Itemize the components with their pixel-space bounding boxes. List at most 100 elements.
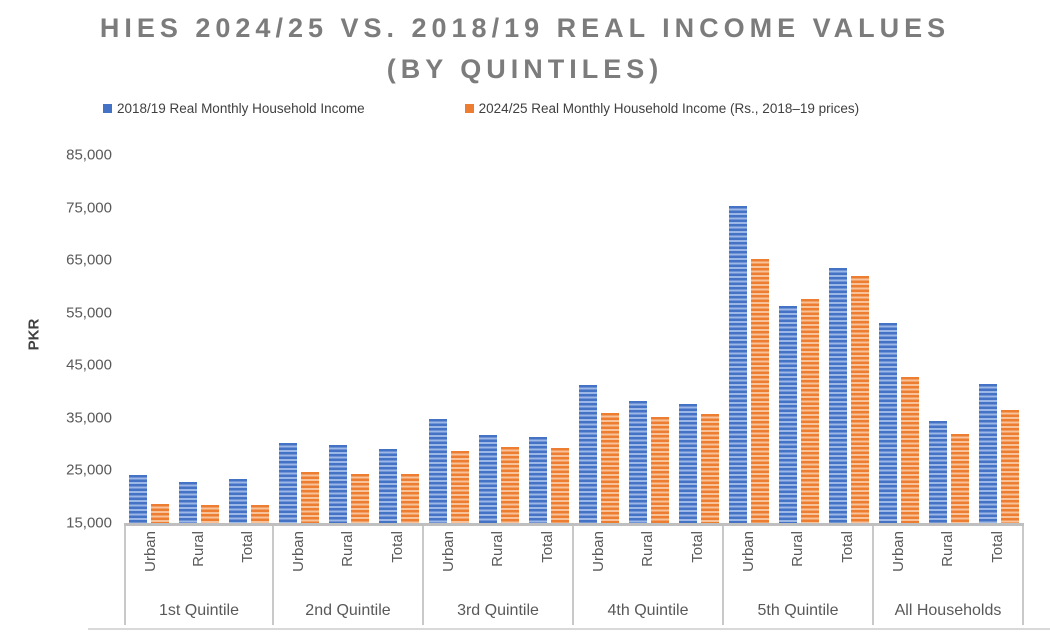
bar-2024-25 — [401, 473, 419, 523]
bar-2018-19 — [229, 479, 247, 523]
plot-area — [124, 155, 1024, 526]
subcategory-label-row: Urban Rural Total — [424, 526, 572, 599]
legend-label-2018-19: 2018/19 Real Monthly Household Income — [117, 101, 365, 116]
subcategory-label-row: Urban Rural Total — [126, 526, 272, 599]
bar-2024-25 — [751, 258, 769, 523]
subcategory-label-col: Urban — [574, 531, 623, 599]
bar-pair — [924, 155, 974, 523]
category-axis: Urban Rural Total 1st Quintile Urban Rural Tot… — [124, 526, 1024, 625]
bar-pair — [774, 155, 824, 523]
bar-2018-19 — [529, 437, 547, 523]
subcategory-label: Total — [838, 531, 856, 563]
subcategory-label: Total — [988, 531, 1006, 563]
bar-pair — [424, 155, 474, 523]
bar-pair — [324, 155, 374, 523]
bar-2018-19 — [129, 474, 147, 523]
y-tick-label: 75,000 — [66, 199, 112, 217]
subcategory-label: Urban — [740, 531, 758, 572]
subcategory-label: Urban — [890, 531, 908, 572]
group-label: 1st Quintile — [158, 602, 240, 619]
y-tick-label: 85,000 — [66, 146, 112, 164]
bar-2024-25 — [551, 448, 569, 523]
chart-title-line1: HIES 2024/25 VS. 2018/19 REAL INCOME VAL… — [99, 13, 951, 43]
bar-pair — [874, 155, 924, 523]
bar-2018-19 — [829, 267, 847, 523]
bar-2024-25 — [151, 503, 169, 523]
y-tick-label: 25,000 — [66, 461, 112, 479]
legend-item-2024-25: 2024/25 Real Monthly Household Income (R… — [464, 101, 860, 116]
subcategory-label-col: Total — [823, 531, 872, 599]
bar-2018-19 — [479, 435, 497, 523]
bar-2024-25 — [701, 414, 719, 523]
bar-2024-25 — [251, 505, 269, 523]
subcategory-label-col: Rural — [623, 531, 672, 599]
subcategory-label-col: Urban — [424, 531, 473, 599]
subcategory-label-col: Total — [673, 531, 722, 599]
bar-group — [124, 155, 274, 523]
subcategory-label-col: Total — [973, 531, 1022, 599]
bar-pair — [524, 155, 574, 523]
subcategory-label: Urban — [141, 531, 159, 572]
bar-2018-19 — [329, 445, 347, 523]
subcategory-label: Total — [388, 531, 406, 563]
subcategory-label-col: Rural — [773, 531, 822, 599]
bar-pair — [974, 155, 1024, 523]
subcategory-label-row: Urban Rural Total — [274, 526, 422, 599]
subcategory-label: Rural — [339, 531, 357, 567]
subcategory-label-row: Urban Rural Total — [574, 526, 722, 599]
subcategory-label-col: Rural — [323, 531, 372, 599]
legend-swatch-2018-19-icon — [103, 104, 112, 113]
subcategory-label: Total — [688, 531, 706, 563]
subcategory-label: Urban — [290, 531, 308, 572]
subcategory-label-row: Urban Rural Total — [724, 526, 872, 599]
bar-2024-25 — [901, 376, 919, 523]
subcategory-label-col: Rural — [473, 531, 522, 599]
bar-group — [874, 155, 1024, 523]
chart-title: HIES 2024/25 VS. 2018/19 REAL INCOME VAL… — [0, 8, 1050, 89]
bar-2018-19 — [779, 306, 797, 523]
bar-group — [274, 155, 424, 523]
y-tick-label: 55,000 — [66, 304, 112, 322]
subcategory-label-col: Total — [373, 531, 422, 599]
y-tick-label: 45,000 — [66, 356, 112, 374]
bar-pair — [174, 155, 224, 523]
category-cell: Urban Rural Total All Households — [874, 526, 1024, 625]
bar-2018-19 — [279, 443, 297, 523]
bar-2024-25 — [351, 474, 369, 523]
bar-2024-25 — [451, 451, 469, 523]
subcategory-label: Total — [239, 531, 257, 563]
bar-2024-25 — [501, 447, 519, 523]
subcategory-label-col: Total — [223, 531, 272, 599]
bar-pair — [624, 155, 674, 523]
y-tick-label: 15,000 — [66, 514, 112, 532]
bar-pair — [274, 155, 324, 523]
legend-swatch-2024-25-icon — [464, 104, 474, 113]
legend-item-2018-19: 2018/19 Real Monthly Household Income — [103, 101, 365, 116]
bar-2018-19 — [629, 401, 647, 523]
bar-2024-25 — [951, 434, 969, 523]
group-label: 2nd Quintile — [305, 602, 391, 619]
subcategory-label-row: Urban Rural Total — [874, 526, 1022, 599]
bar-pair — [824, 155, 874, 523]
bar-pair — [124, 155, 174, 523]
bar-2018-19 — [379, 448, 397, 523]
group-label: 4th Quintile — [607, 602, 689, 619]
bar-2018-19 — [429, 419, 447, 523]
subcategory-label-col: Urban — [874, 531, 923, 599]
bar-2024-25 — [301, 472, 319, 523]
subcategory-label: Urban — [590, 531, 608, 572]
legend-label-2024-25: 2024/25 Real Monthly Household Income (R… — [478, 101, 860, 116]
bar-2024-25 — [851, 276, 869, 523]
group-label: 3rd Quintile — [457, 602, 539, 619]
category-cell: Urban Rural Total 3rd Quintile — [424, 526, 574, 625]
subcategory-label: Total — [538, 531, 556, 563]
subcategory-label-col: Rural — [923, 531, 972, 599]
bar-pair — [574, 155, 624, 523]
subcategory-label: Rural — [190, 531, 208, 567]
subcategory-label: Rural — [489, 531, 507, 567]
y-tick-label: 65,000 — [66, 251, 112, 269]
subcategory-label: Urban — [440, 531, 458, 572]
bar-pair — [374, 155, 424, 523]
subcategory-label-col: Urban — [724, 531, 773, 599]
